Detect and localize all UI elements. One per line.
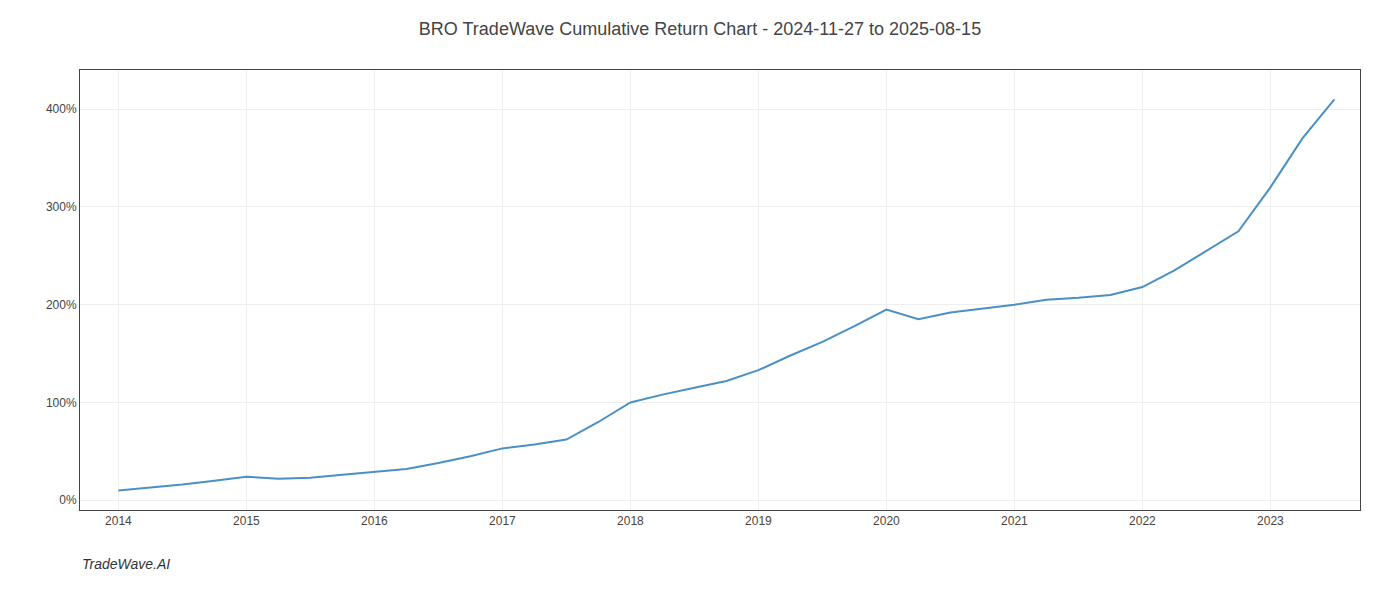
svg-text:300%: 300% bbox=[46, 200, 77, 214]
svg-text:2014: 2014 bbox=[105, 514, 132, 528]
svg-text:200%: 200% bbox=[46, 298, 77, 312]
svg-text:2020: 2020 bbox=[873, 514, 900, 528]
svg-text:2019: 2019 bbox=[745, 514, 772, 528]
svg-text:2017: 2017 bbox=[489, 514, 516, 528]
svg-text:400%: 400% bbox=[46, 102, 77, 116]
svg-text:2021: 2021 bbox=[1001, 514, 1028, 528]
svg-text:2022: 2022 bbox=[1129, 514, 1156, 528]
svg-text:2023: 2023 bbox=[1257, 514, 1284, 528]
svg-text:100%: 100% bbox=[46, 396, 77, 410]
svg-text:BRO TradeWave Cumulative Retur: BRO TradeWave Cumulative Return Chart - … bbox=[419, 19, 981, 39]
svg-text:2015: 2015 bbox=[233, 514, 260, 528]
svg-text:TradeWave.AI: TradeWave.AI bbox=[82, 556, 170, 572]
svg-text:2018: 2018 bbox=[617, 514, 644, 528]
svg-text:2016: 2016 bbox=[361, 514, 388, 528]
svg-text:0%: 0% bbox=[59, 493, 77, 507]
